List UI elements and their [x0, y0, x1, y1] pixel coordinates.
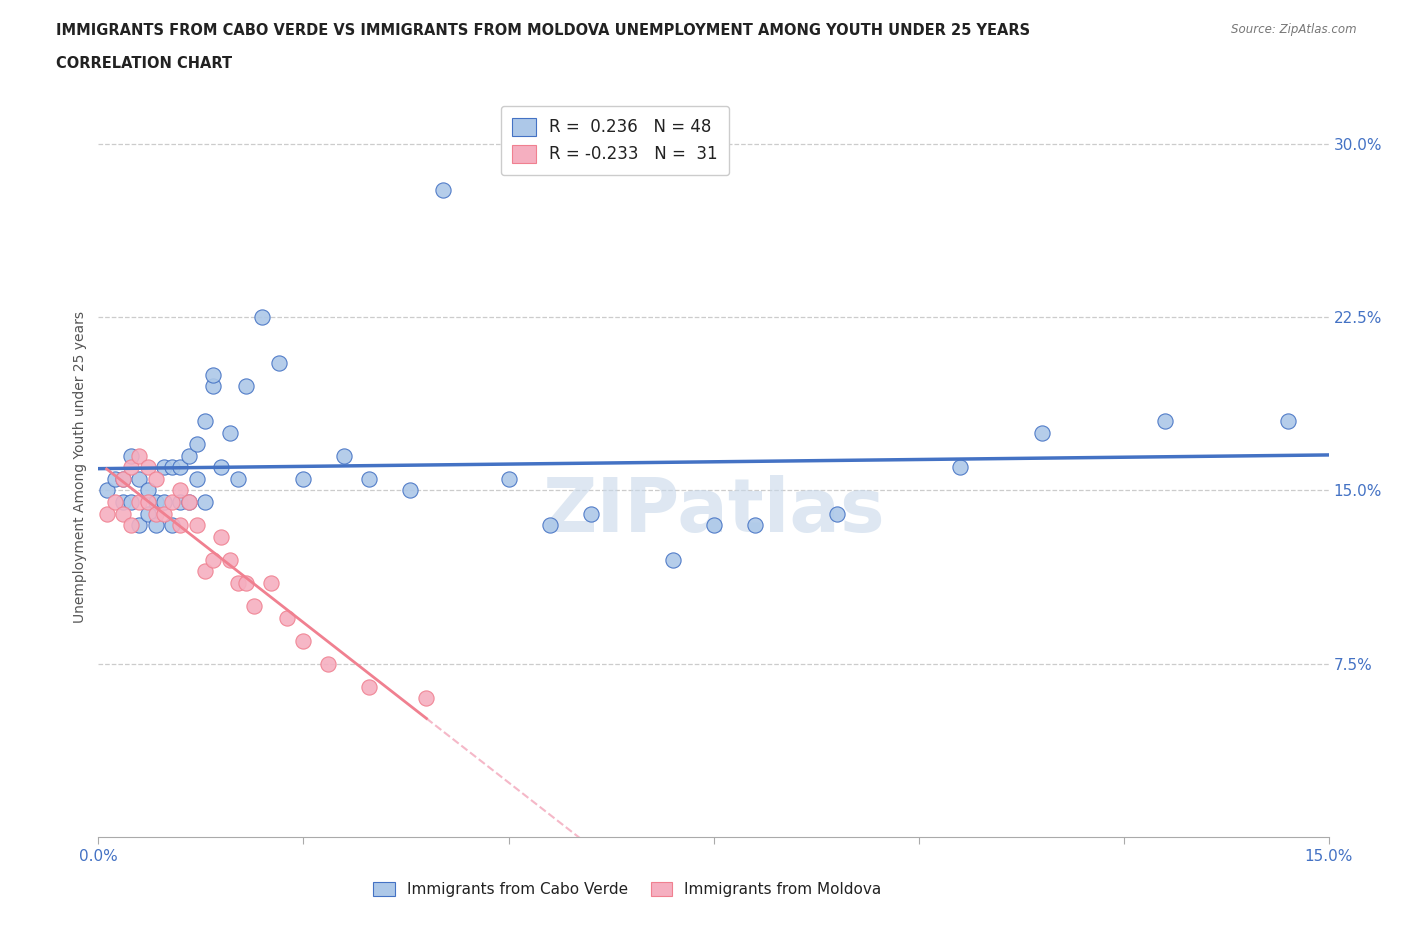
- Point: [136, 460, 159, 474]
- Point: [432, 182, 454, 197]
- Point: [211, 529, 233, 544]
- Point: [202, 379, 225, 394]
- Point: [104, 472, 127, 486]
- Point: [128, 495, 150, 510]
- Point: [194, 564, 217, 578]
- Text: Source: ZipAtlas.com: Source: ZipAtlas.com: [1232, 23, 1357, 36]
- Point: [267, 356, 290, 371]
- Point: [136, 495, 159, 510]
- Point: [703, 518, 725, 533]
- Point: [112, 472, 135, 486]
- Point: [218, 425, 240, 440]
- Y-axis label: Unemployment Among Youth under 25 years: Unemployment Among Youth under 25 years: [73, 312, 87, 623]
- Point: [177, 448, 200, 463]
- Point: [949, 460, 972, 474]
- Point: [235, 576, 257, 591]
- Point: [579, 506, 602, 521]
- Point: [202, 367, 225, 382]
- Point: [218, 552, 240, 567]
- Point: [260, 576, 283, 591]
- Point: [744, 518, 766, 533]
- Point: [661, 552, 683, 567]
- Point: [112, 495, 135, 510]
- Point: [1277, 414, 1299, 429]
- Point: [316, 657, 339, 671]
- Point: [194, 495, 217, 510]
- Point: [128, 518, 150, 533]
- Point: [153, 495, 176, 510]
- Point: [112, 472, 135, 486]
- Point: [120, 448, 142, 463]
- Point: [145, 472, 167, 486]
- Point: [333, 448, 356, 463]
- Point: [186, 437, 208, 452]
- Point: [169, 495, 191, 510]
- Point: [120, 518, 142, 533]
- Point: [169, 460, 191, 474]
- Point: [359, 472, 381, 486]
- Point: [399, 483, 422, 498]
- Point: [104, 495, 127, 510]
- Point: [211, 460, 233, 474]
- Point: [538, 518, 561, 533]
- Point: [177, 495, 200, 510]
- Point: [153, 506, 176, 521]
- Point: [96, 483, 118, 498]
- Point: [292, 472, 315, 486]
- Point: [120, 495, 142, 510]
- Text: CORRELATION CHART: CORRELATION CHART: [56, 56, 232, 71]
- Point: [1153, 414, 1175, 429]
- Point: [120, 460, 142, 474]
- Text: IMMIGRANTS FROM CABO VERDE VS IMMIGRANTS FROM MOLDOVA UNEMPLOYMENT AMONG YOUTH U: IMMIGRANTS FROM CABO VERDE VS IMMIGRANTS…: [56, 23, 1031, 38]
- Point: [498, 472, 520, 486]
- Point: [136, 506, 159, 521]
- Point: [186, 518, 208, 533]
- Point: [162, 495, 184, 510]
- Point: [128, 472, 150, 486]
- Point: [359, 680, 381, 695]
- Legend: Immigrants from Cabo Verde, Immigrants from Moldova: Immigrants from Cabo Verde, Immigrants f…: [367, 875, 887, 903]
- Point: [153, 460, 176, 474]
- Point: [243, 599, 266, 614]
- Point: [96, 506, 118, 521]
- Point: [1031, 425, 1053, 440]
- Point: [128, 448, 150, 463]
- Point: [169, 518, 191, 533]
- Point: [825, 506, 848, 521]
- Point: [136, 483, 159, 498]
- Point: [226, 472, 249, 486]
- Point: [169, 483, 191, 498]
- Text: ZIPatlas: ZIPatlas: [543, 475, 884, 548]
- Point: [177, 495, 200, 510]
- Point: [292, 633, 315, 648]
- Point: [276, 610, 298, 625]
- Point: [194, 414, 217, 429]
- Point: [186, 472, 208, 486]
- Point: [145, 506, 167, 521]
- Point: [415, 691, 437, 706]
- Point: [162, 460, 184, 474]
- Point: [252, 310, 274, 325]
- Point: [145, 495, 167, 510]
- Point: [202, 552, 225, 567]
- Point: [112, 506, 135, 521]
- Point: [226, 576, 249, 591]
- Point: [145, 518, 167, 533]
- Point: [162, 518, 184, 533]
- Point: [235, 379, 257, 394]
